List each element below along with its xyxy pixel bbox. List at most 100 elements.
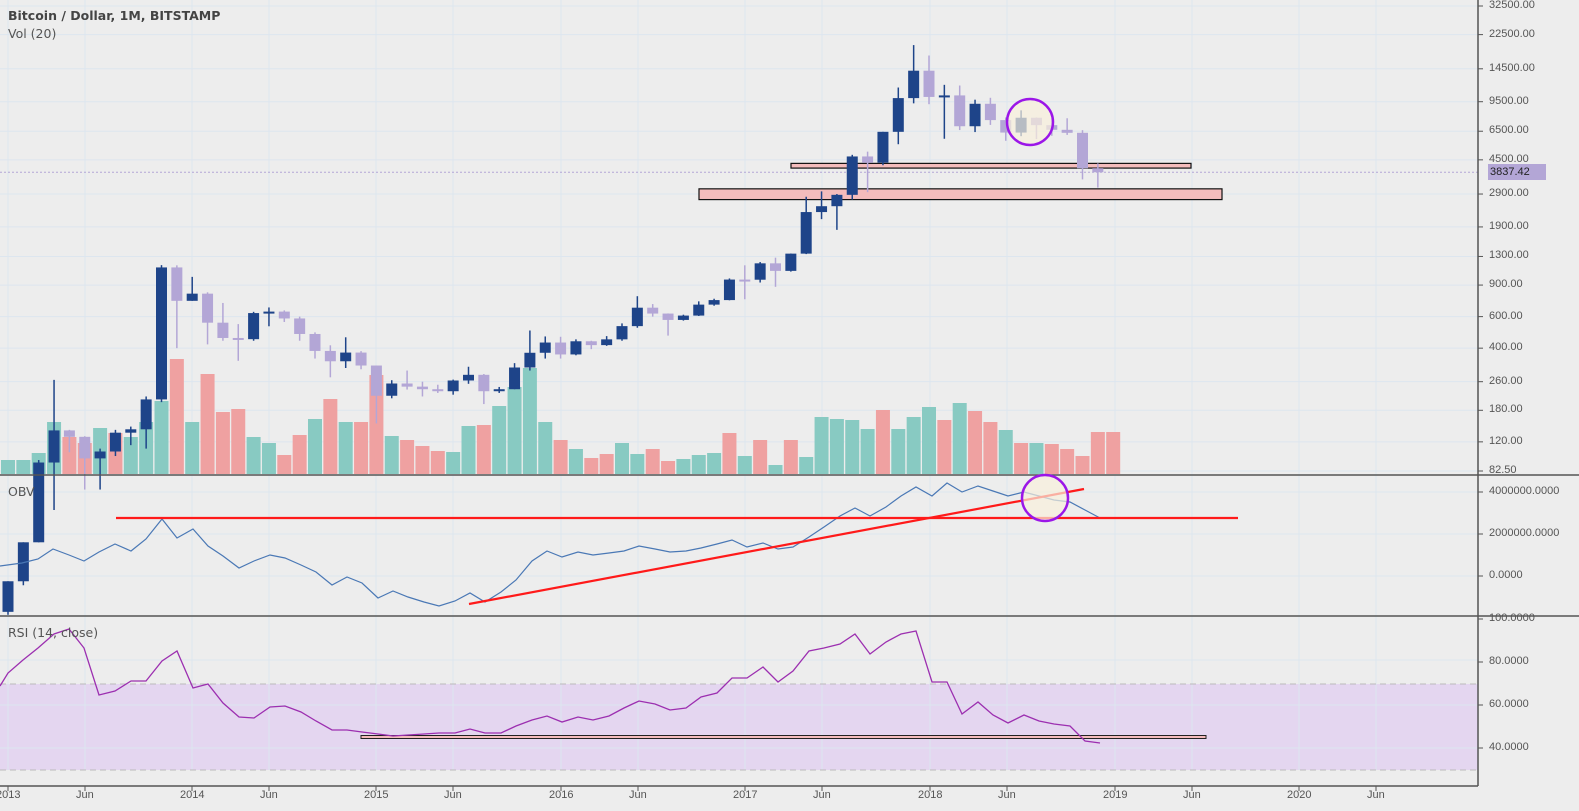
time-axis-label: 2013 xyxy=(0,789,21,801)
candle-body xyxy=(294,318,306,334)
rsi-axis-label: 60.0000 xyxy=(1489,698,1529,710)
candle-body xyxy=(616,326,628,340)
price-axis-label: 1900.00 xyxy=(1489,219,1529,232)
price-axis-label: 600.00 xyxy=(1489,309,1523,322)
volume-bar xyxy=(154,401,169,474)
candle-body xyxy=(631,307,643,327)
candle-body xyxy=(800,212,812,254)
candle-body xyxy=(693,304,705,316)
volume-bar xyxy=(722,433,737,474)
rsi-support-zone xyxy=(360,735,1207,739)
volume-bar xyxy=(645,449,660,474)
candle-body xyxy=(493,389,505,392)
candle-body xyxy=(478,374,490,392)
candle-body xyxy=(248,313,260,340)
rsi-axis-label: 40.0000 xyxy=(1489,741,1529,753)
time-axis-label: 2017 xyxy=(733,789,758,801)
candle-body xyxy=(17,542,29,582)
candle-body xyxy=(647,307,659,314)
time-axis-label: 2015 xyxy=(364,789,389,801)
volume-bar xyxy=(215,412,230,474)
volume-bar xyxy=(1090,432,1105,474)
obv-axis-label: 0.0000 xyxy=(1489,569,1523,581)
candle-body xyxy=(601,339,613,346)
candle-body xyxy=(984,103,996,121)
volume-legend: Vol (20) xyxy=(8,26,57,41)
volume-bar xyxy=(983,422,998,474)
candle-body xyxy=(202,293,214,323)
candle-body xyxy=(401,383,413,387)
candle-body xyxy=(416,386,428,390)
candle-body xyxy=(969,103,981,127)
volume-bar xyxy=(691,455,706,474)
volume-bar xyxy=(446,452,461,474)
time-axis-label: 2014 xyxy=(180,789,205,801)
candle-body xyxy=(816,206,828,213)
price-axis-label: 1300.00 xyxy=(1489,249,1529,262)
candle-body xyxy=(278,311,290,319)
candle-body xyxy=(1000,120,1012,133)
volume-bar xyxy=(707,453,722,474)
last-price-tag: 3837.42 xyxy=(1488,164,1546,180)
candle-body xyxy=(908,70,920,99)
candle-body xyxy=(770,263,781,271)
candle-body xyxy=(355,352,367,366)
time-axis-label: Jun xyxy=(260,789,278,801)
candle-body xyxy=(2,581,14,612)
price-axis-label: 32500.00 xyxy=(1489,0,1535,11)
candle-body xyxy=(831,194,843,207)
price-axis-label: 120.00 xyxy=(1489,434,1523,447)
candle-body xyxy=(232,337,244,340)
candle-body xyxy=(463,374,474,381)
volume-bar xyxy=(461,426,476,474)
candle-body xyxy=(156,267,167,400)
rsi-band xyxy=(0,684,1478,770)
price-axis-label: 14500.00 xyxy=(1489,61,1535,74)
volume-bar xyxy=(185,422,200,474)
volume-bar xyxy=(492,406,507,474)
rsi-axis-label: 100.0000 xyxy=(1489,612,1535,624)
volume-bar xyxy=(860,429,875,474)
candle-body xyxy=(48,430,60,463)
volume-bar xyxy=(200,374,215,474)
volume-bar xyxy=(231,409,246,474)
volume-bar xyxy=(507,387,522,474)
candle-body xyxy=(539,342,551,353)
volume-bar xyxy=(308,419,322,474)
candle-body xyxy=(447,380,459,392)
candle-body xyxy=(785,253,797,271)
rsi-axis-label: 80.0000 xyxy=(1489,655,1529,667)
volume-bar xyxy=(246,437,261,474)
candle-body xyxy=(846,156,858,195)
volume-bar xyxy=(538,422,553,474)
volume-bar xyxy=(783,440,798,474)
price-axis-label: 260.00 xyxy=(1489,374,1523,387)
price-axis-label: 82.50 xyxy=(1489,464,1517,476)
volume-bar xyxy=(1044,444,1059,474)
volume-bar xyxy=(553,440,568,474)
candle-body xyxy=(555,342,567,355)
volume-bar xyxy=(430,451,445,474)
price-axis-label: 9500.00 xyxy=(1489,94,1529,107)
volume-bar xyxy=(1060,449,1075,474)
candle-body xyxy=(708,300,720,305)
volume-bar xyxy=(169,359,184,474)
volume-bar xyxy=(277,455,292,474)
obv-highlight-circle xyxy=(1020,473,1070,523)
candle-body xyxy=(1077,132,1088,169)
obv-axis-label: 4000000.0000 xyxy=(1489,485,1560,497)
volume-bar xyxy=(952,403,967,474)
support-zone-lower xyxy=(698,188,1223,201)
volume-bar xyxy=(261,443,276,474)
time-axis-label: 2016 xyxy=(549,789,574,801)
volume-bar xyxy=(123,437,138,474)
volume-bar xyxy=(661,461,676,474)
volume-bar xyxy=(937,420,952,474)
candle-body xyxy=(723,279,735,301)
volume-bar xyxy=(968,411,983,474)
volume-bar xyxy=(369,375,384,474)
volume-bar xyxy=(768,465,783,474)
time-axis-label: Jun xyxy=(629,789,647,801)
volume-bar xyxy=(338,422,353,474)
